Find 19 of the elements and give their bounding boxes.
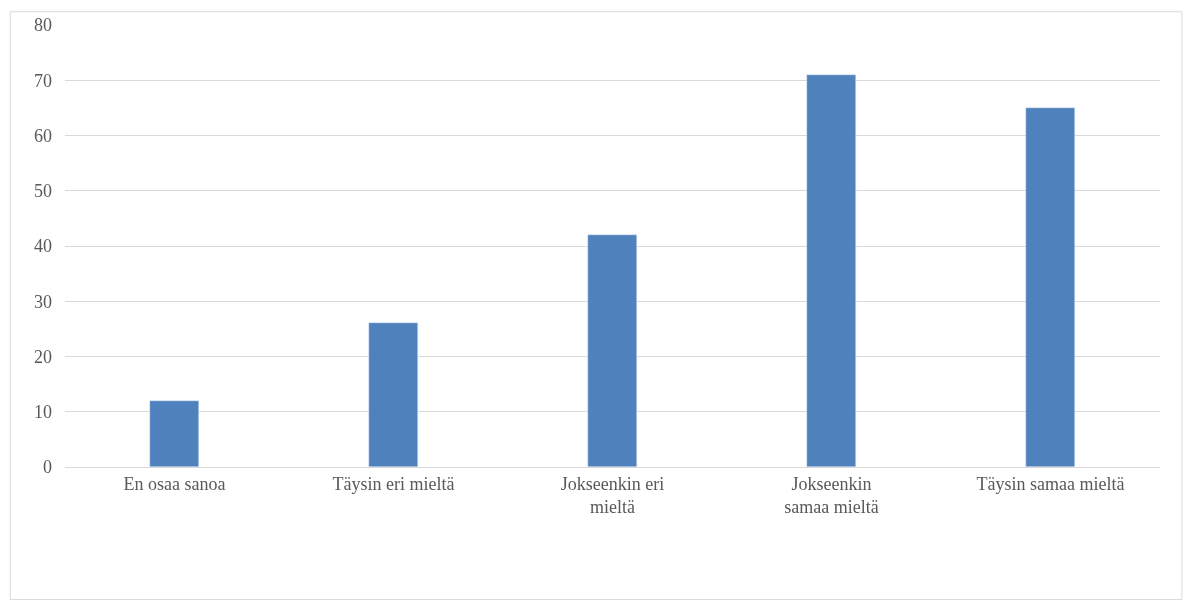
x-tick-label: Jokseenkin samaa mieltä [784,473,879,517]
y-tick-label: 0 [43,457,52,478]
bar [806,74,856,467]
y-tick-label: 50 [34,181,52,202]
bar [149,400,199,467]
bar [587,234,637,467]
y-tick-label: 30 [34,291,52,312]
y-tick-label: 70 [34,70,52,91]
x-tick-label: Jokseenkin eri mieltä [560,473,665,517]
y-tick-label: 10 [34,402,52,423]
y-tick-label: 80 [34,15,52,36]
x-tick-label: En osaa sanoa [123,473,226,494]
y-tick-label: 40 [34,236,52,257]
bar [368,322,418,467]
y-tick-label: 20 [34,346,52,367]
x-tick-label: Täysin samaa mieltä [976,473,1125,494]
y-tick-label: 60 [34,125,52,146]
bar [1025,107,1075,467]
x-tick-label: Täysin eri mieltä [332,473,455,494]
